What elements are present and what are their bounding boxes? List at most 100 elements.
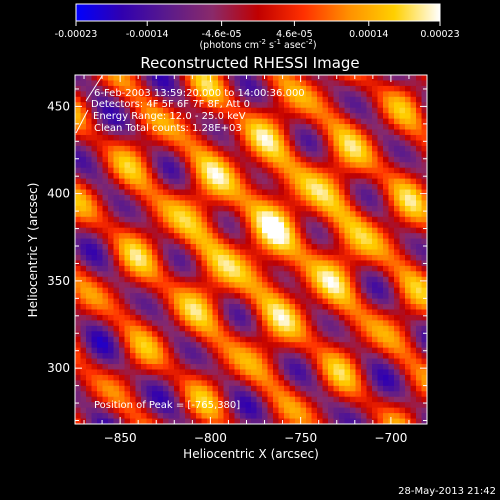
heatmap-cell	[251, 309, 257, 316]
heatmap-cell	[185, 336, 191, 343]
heatmap-cell	[311, 238, 318, 245]
heatmap-cell	[108, 216, 114, 223]
heatmap-cell	[278, 407, 285, 414]
heatmap-cell	[234, 200, 241, 207]
heatmap-cell	[416, 320, 422, 327]
heatmap-cell	[91, 85, 98, 92]
heatmap-cell	[119, 194, 125, 201]
heatmap-cell	[328, 402, 334, 409]
heatmap-cell	[377, 107, 384, 114]
heatmap-cell	[355, 173, 362, 180]
heatmap-cell	[311, 167, 318, 174]
heatmap-cell	[135, 178, 142, 185]
heatmap-cell	[311, 205, 318, 212]
heatmap-cell	[124, 233, 131, 239]
heatmap-cell	[284, 102, 290, 109]
heatmap-cell	[102, 287, 109, 294]
heatmap-cell	[388, 331, 395, 338]
heatmap-cell	[262, 304, 268, 310]
heatmap-cell	[284, 287, 290, 294]
heatmap-cell	[311, 134, 318, 141]
heatmap-cell	[344, 342, 351, 349]
heatmap-cell	[251, 320, 257, 327]
heatmap-cell	[388, 194, 395, 201]
heatmap-cell	[284, 118, 290, 125]
heatmap-cell	[91, 265, 98, 272]
heatmap-cell	[311, 342, 318, 349]
heatmap-cell	[278, 413, 285, 419]
heatmap-cell	[229, 156, 235, 163]
heatmap-cell	[328, 156, 334, 163]
heatmap-cell	[317, 331, 323, 338]
heatmap-cell	[267, 113, 274, 120]
heatmap-cell	[339, 200, 345, 207]
heatmap-cell	[229, 385, 235, 392]
heatmap-cell	[416, 391, 422, 398]
heatmap-cell	[289, 222, 296, 229]
heatmap-cell	[339, 124, 345, 130]
heatmap-cell	[361, 244, 367, 250]
heatmap-cell	[163, 254, 169, 261]
heatmap-cell	[410, 75, 417, 81]
heatmap-cell	[130, 276, 136, 283]
heatmap-cell	[124, 222, 131, 229]
heatmap-cell	[295, 107, 301, 114]
heatmap-cell	[212, 216, 219, 223]
heatmap-cell	[245, 145, 252, 152]
heatmap-cell	[212, 287, 219, 294]
heatmap-cell	[212, 293, 219, 299]
heatmap-cell	[119, 407, 125, 414]
heatmap-cell	[102, 380, 109, 387]
heatmap-cell	[207, 342, 213, 349]
heatmap-cell	[394, 336, 400, 343]
heatmap-cell	[240, 254, 246, 261]
heatmap-cell	[124, 102, 131, 109]
heatmap-cell	[317, 287, 323, 294]
heatmap-cell	[317, 402, 323, 409]
heatmap-cell	[399, 173, 406, 180]
heatmap-cell	[410, 211, 417, 218]
heatmap-cell	[383, 298, 389, 305]
heatmap-cell	[102, 276, 109, 283]
heatmap-cell	[300, 91, 307, 98]
heatmap-cell	[97, 276, 103, 283]
heatmap-cell	[366, 358, 373, 365]
heatmap-cell	[168, 260, 175, 267]
heatmap-cell	[278, 211, 285, 218]
heatmap-cell	[174, 293, 180, 299]
heatmap-cell	[190, 374, 197, 381]
heatmap-cell	[350, 325, 356, 332]
heatmap-cell	[119, 304, 125, 310]
heatmap-cell	[212, 151, 219, 158]
heatmap-cell	[245, 418, 252, 424]
heatmap-cell	[273, 325, 279, 332]
heatmap-cell	[333, 80, 340, 87]
heatmap-cell	[306, 391, 312, 398]
heatmap-cell	[124, 265, 131, 272]
heatmap-cell	[190, 178, 197, 185]
heatmap-cell	[201, 298, 208, 305]
heatmap-cell	[229, 402, 235, 409]
heatmap-cell	[344, 287, 351, 294]
heatmap-cell	[388, 298, 395, 305]
heatmap-cell	[157, 396, 164, 403]
heatmap-cell	[157, 407, 164, 414]
heatmap-cell	[377, 227, 384, 234]
heatmap-cell	[421, 293, 427, 299]
heatmap-cell	[201, 140, 208, 147]
heatmap-cell	[157, 325, 164, 332]
heatmap-cell	[196, 293, 202, 299]
heatmap-cell	[190, 200, 197, 207]
heatmap-cell	[168, 211, 175, 218]
heatmap-cell	[377, 396, 384, 403]
heatmap-cell	[179, 374, 186, 381]
heatmap-cell	[339, 298, 345, 305]
heatmap-cell	[124, 314, 131, 321]
heatmap-cell	[124, 162, 131, 169]
heatmap-cell	[207, 309, 213, 316]
heatmap-cell	[251, 385, 257, 392]
heatmap-cell	[394, 75, 400, 81]
heatmap-cell	[229, 205, 235, 212]
heatmap-cell	[124, 374, 131, 381]
heatmap-cell	[405, 298, 411, 305]
